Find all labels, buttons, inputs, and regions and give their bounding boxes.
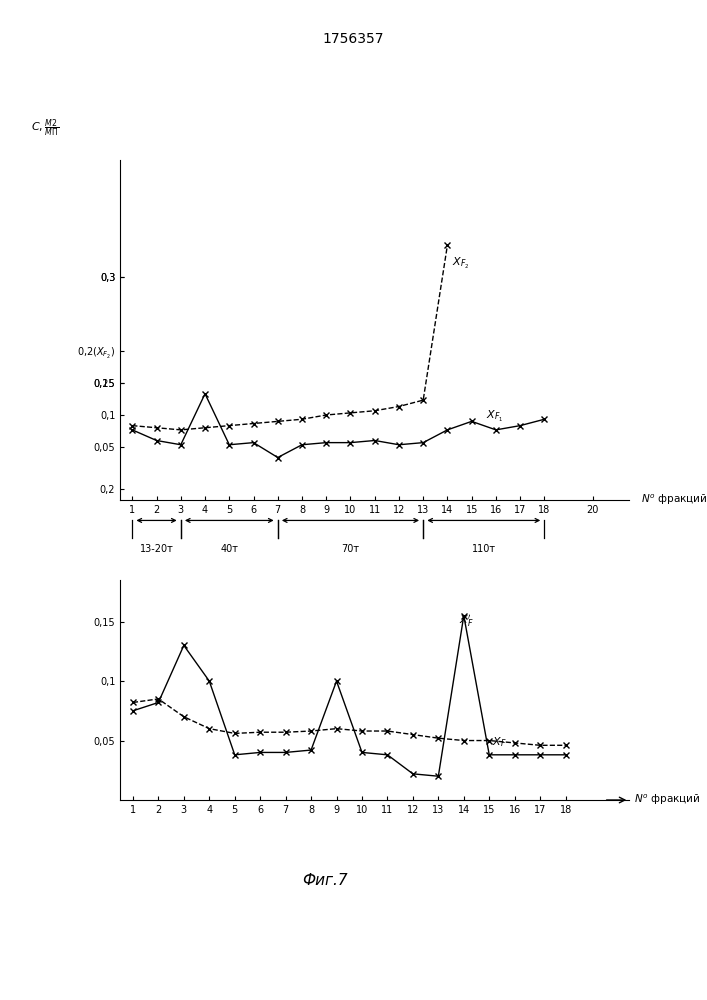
Text: 1756357: 1756357 [323,32,384,46]
Text: 40т: 40т [221,544,238,554]
Text: $X_{F_1}$: $X_{F_1}$ [486,409,503,424]
Text: $X_{F_2}$: $X_{F_2}$ [452,256,469,271]
Text: 110т: 110т [472,544,496,554]
Text: 13-20т: 13-20т [139,544,173,554]
Text: $N^o$ фракций: $N^o$ фракций [634,793,701,807]
Text: $X_F$: $X_F$ [492,735,506,749]
Text: $N^o$ фракций: $N^o$ фракций [641,493,707,507]
Text: 70т: 70т [341,544,360,554]
Text: $X_{F}'$: $X_{F}'$ [459,613,474,629]
Text: Фиг.7: Фиг.7 [303,873,348,888]
Text: $C,\frac{M2}{M\Pi}$: $C,\frac{M2}{M\Pi}$ [30,117,59,139]
